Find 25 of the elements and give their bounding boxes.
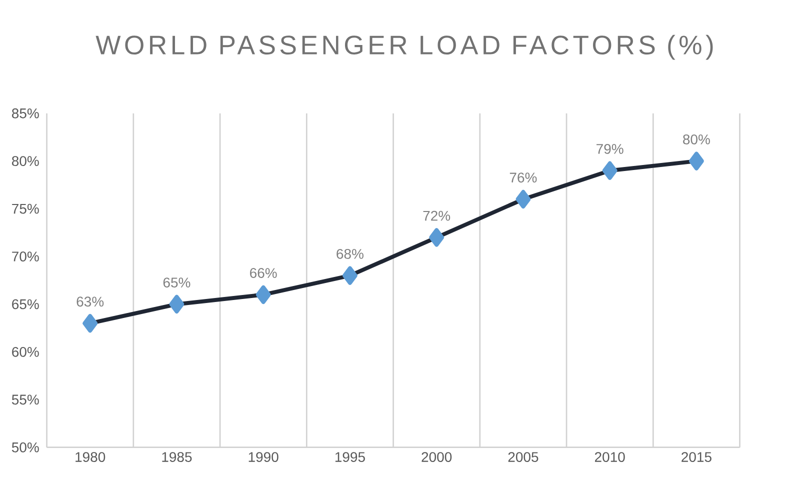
y-tick-label: 60%: [12, 346, 39, 357]
x-tick-label: 2000: [422, 452, 452, 462]
y-tick-label: 65%: [12, 299, 39, 310]
data-label: 63%: [76, 296, 104, 307]
y-tick-label: 70%: [12, 252, 39, 262]
data-label: 79%: [596, 144, 624, 154]
x-tick-label: 2015: [682, 452, 712, 462]
x-tick-label: 1995: [335, 452, 365, 462]
x-tick-label: 2010: [594, 452, 625, 462]
y-tick-label: 85%: [12, 108, 39, 118]
x-tick-label: 1990: [248, 452, 278, 462]
data-label: 80%: [683, 134, 710, 144]
chart-title: WORLD PASSENGER LOAD FACTORS (%): [96, 34, 713, 60]
data-label: 65%: [163, 278, 190, 288]
data-label: 76%: [510, 172, 537, 183]
y-tick-label: 80%: [12, 156, 39, 166]
data-label: 68%: [336, 248, 364, 259]
data-label: 66%: [250, 268, 277, 278]
x-tick-label: 2005: [508, 452, 538, 462]
data-label: 72%: [423, 210, 450, 221]
y-tick-label: 50%: [12, 442, 39, 452]
y-tick-label: 55%: [12, 394, 39, 405]
x-tick-label: 1985: [162, 452, 192, 462]
x-tick-label: 1980: [76, 452, 106, 462]
y-tick-label: 75%: [12, 204, 39, 214]
